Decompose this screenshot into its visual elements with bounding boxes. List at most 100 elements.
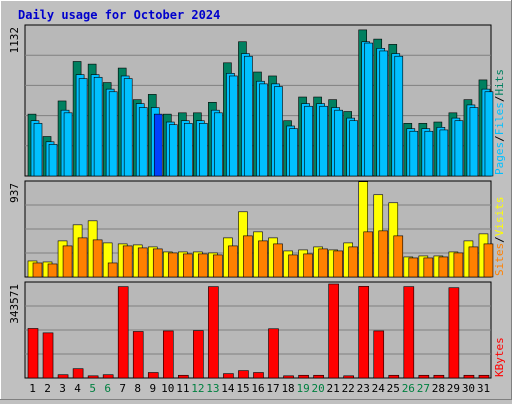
kbytes-bar-day-3	[57, 374, 69, 379]
pages-bar-day-9	[153, 113, 163, 177]
legend-entry: /	[493, 96, 506, 103]
x-tick-label-day-30: 30	[462, 382, 475, 395]
x-tick-label-day-6: 6	[104, 382, 111, 395]
kbytes-bar-day-21	[328, 283, 339, 379]
kbytes-bar-day-5	[87, 375, 99, 379]
kbytes-bar-day-24	[373, 330, 385, 379]
legend-entry: KBytes	[493, 337, 506, 377]
kbytes-bar-day-30	[463, 374, 475, 379]
panel-2-ymax-label: 937	[8, 183, 21, 203]
pages-bar-day-3	[63, 112, 73, 177]
pages-bar-day-17	[274, 86, 283, 177]
pages-bar-day-13	[214, 112, 223, 177]
kbytes-bar-day-1	[27, 328, 39, 379]
panel-1: 1132 Pages/Files/Hits	[8, 24, 506, 177]
sites-bar-day-25	[393, 235, 404, 278]
panel-1-legend: Pages/Files/Hits	[493, 69, 506, 175]
sites-bar-day-4	[77, 237, 88, 278]
sites-bar-day-21	[333, 250, 343, 278]
kbytes-bar-day-26	[403, 286, 415, 379]
x-tick-label-day-13: 13	[206, 382, 219, 395]
kbytes-bar-day-23	[358, 286, 370, 379]
sites-bar-day-5	[92, 239, 103, 278]
kbytes-bar-day-2	[42, 332, 54, 379]
pages-bar-day-29	[454, 120, 464, 177]
sites-bar-day-29	[453, 252, 464, 278]
sites-bar-day-20	[318, 248, 328, 278]
sites-bar-day-13	[213, 254, 223, 278]
sites-bar-day-14	[228, 245, 238, 278]
x-tick-label-day-10: 10	[161, 382, 174, 395]
sites-bar-day-17	[273, 243, 283, 278]
kbytes-bar-day-9	[147, 372, 159, 379]
sites-bar-day-27	[423, 257, 434, 278]
visits-bar-day-23	[358, 181, 369, 278]
x-tick-label-day-14: 14	[221, 382, 235, 395]
x-tick-label-day-21: 21	[327, 382, 340, 395]
x-tick-label-day-16: 16	[251, 382, 264, 395]
sites-bar-day-11	[183, 253, 193, 278]
x-tick-label-day-12: 12	[191, 382, 204, 395]
sites-bar-day-30	[468, 246, 479, 278]
x-tick-label-day-4: 4	[74, 382, 81, 395]
panel-2-legend: Sites/Visits	[493, 197, 506, 277]
kbytes-bar-day-4	[72, 368, 84, 379]
x-tick-label-day-17: 17	[266, 382, 279, 395]
pages-bar-day-4	[78, 78, 88, 177]
kbytes-bar-day-11	[178, 374, 189, 379]
panel-1-ymax-label: 1132	[8, 27, 21, 54]
sites-bar-day-3	[62, 245, 73, 278]
pages-bar-day-30	[469, 107, 479, 177]
x-tick-label-day-28: 28	[432, 382, 445, 395]
sites-bar-day-31	[483, 243, 494, 278]
pages-bar-day-15	[244, 55, 253, 177]
sites-bar-day-2	[47, 263, 58, 278]
kbytes-bar-day-6	[102, 374, 114, 379]
pages-bar-day-27	[424, 130, 434, 177]
x-tick-label-day-29: 29	[447, 382, 460, 395]
sites-bar-day-1	[32, 262, 43, 278]
kbytes-bar-day-19	[298, 374, 309, 379]
sites-bar-day-8	[137, 247, 148, 278]
kbytes-bar-day-14	[223, 373, 234, 379]
pages-bar-day-14	[229, 75, 238, 177]
chart-panels: 1132Pages/Files/Hits937Sites/Visits34357…	[8, 24, 506, 379]
x-tick-label-day-31: 31	[477, 382, 490, 395]
sites-bar-day-12	[198, 253, 208, 278]
panel-2: 937 Sites/Visits	[8, 180, 506, 278]
legend-entry: /	[493, 236, 506, 243]
kbytes-bar-day-7	[117, 286, 129, 379]
x-tick-label-day-23: 23	[357, 382, 370, 395]
kbytes-bar-day-15	[238, 370, 249, 379]
sites-bar-day-18	[288, 254, 298, 278]
pages-bar-day-18	[289, 128, 298, 177]
visits-bar-day-6	[102, 242, 113, 278]
x-tick-label-day-2: 2	[44, 382, 51, 395]
sites-bar-day-16	[258, 240, 268, 278]
pages-bar-day-19	[304, 105, 313, 177]
kbytes-bar-day-8	[132, 331, 144, 379]
sites-bar-day-7	[122, 245, 133, 278]
legend-entry: Hits	[493, 69, 506, 96]
kbytes-bar-day-10	[162, 330, 174, 379]
sites-bar-day-19	[303, 253, 313, 278]
pages-bar-day-26	[409, 130, 419, 177]
kbytes-bar-day-27	[418, 374, 430, 379]
x-tick-label-day-15: 15	[236, 382, 249, 395]
legend-entry: Visits	[493, 197, 506, 237]
pages-bar-day-6	[108, 91, 118, 177]
sites-bar-day-23	[363, 231, 374, 278]
sites-bar-day-26	[408, 257, 419, 278]
sites-bar-day-22	[348, 246, 358, 278]
pages-bar-day-7	[123, 78, 133, 177]
legend-entry: Sites	[493, 243, 506, 276]
sites-bar-day-24	[378, 230, 389, 278]
x-tick-label-day-7: 7	[119, 382, 126, 395]
x-tick-label-day-1: 1	[29, 382, 36, 395]
x-tick-label-day-19: 19	[296, 382, 309, 395]
pages-bar-day-16	[259, 83, 268, 177]
pages-bar-day-21	[334, 109, 343, 177]
kbytes-bar-day-20	[313, 374, 324, 379]
kbytes-bar-day-16	[253, 372, 264, 379]
